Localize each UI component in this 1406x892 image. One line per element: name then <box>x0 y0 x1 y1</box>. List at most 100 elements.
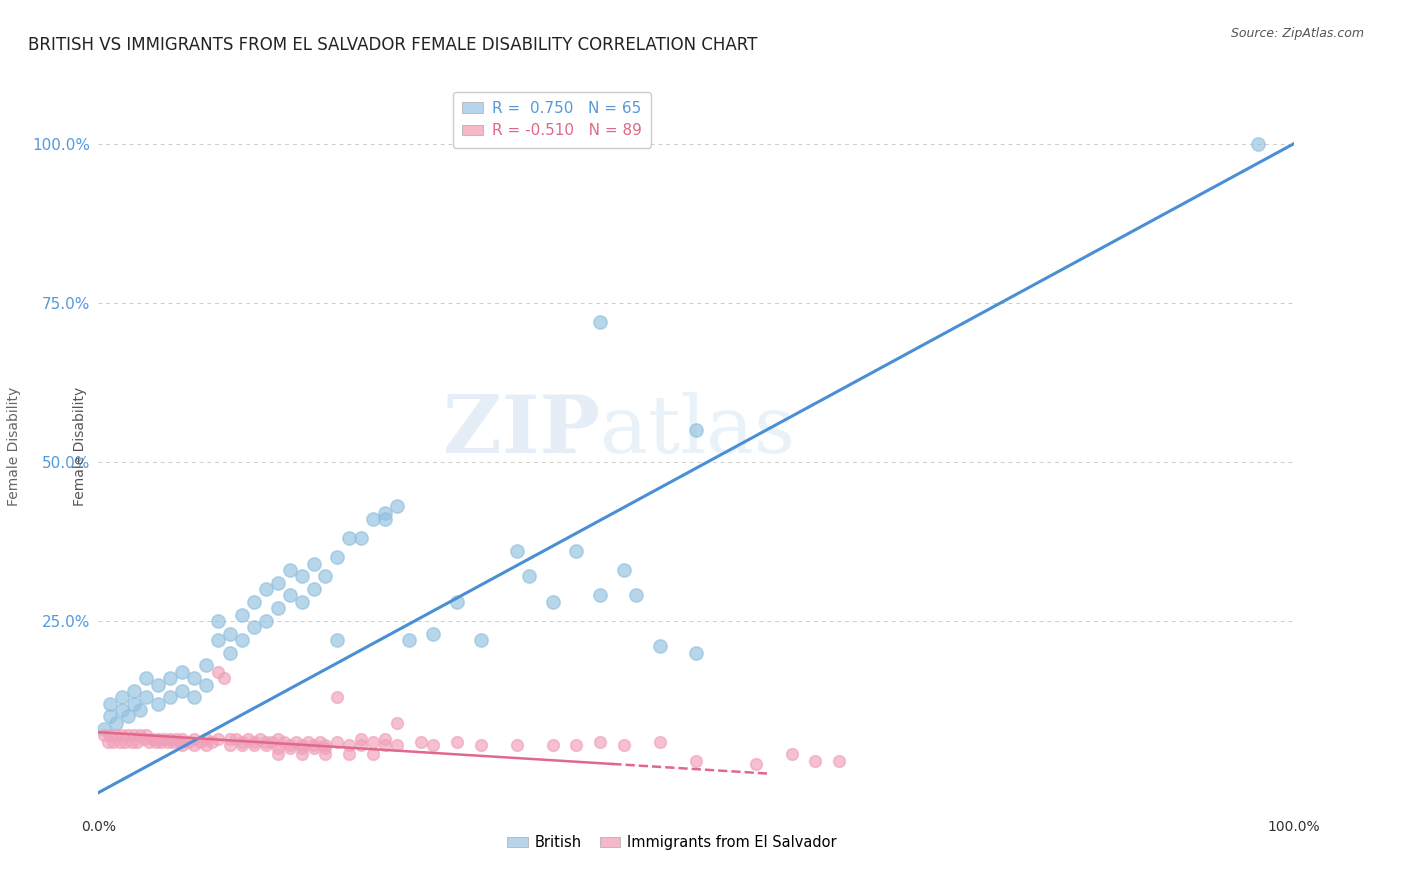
Point <box>685 646 707 660</box>
Point <box>780 747 803 762</box>
Point <box>326 632 349 647</box>
Point <box>207 665 229 679</box>
Point <box>105 715 128 730</box>
Point <box>308 735 330 749</box>
Point <box>93 728 115 742</box>
Point <box>195 658 218 673</box>
Point <box>267 575 290 590</box>
Point <box>207 731 229 746</box>
Point <box>267 731 290 746</box>
Point <box>589 315 612 329</box>
Point <box>302 741 325 756</box>
Point <box>374 512 396 526</box>
Point <box>589 589 612 603</box>
Point <box>124 684 146 698</box>
Point <box>212 671 235 685</box>
Point <box>243 735 266 749</box>
Point <box>291 741 314 756</box>
Point <box>172 665 194 679</box>
Point <box>148 697 170 711</box>
Legend: British, Immigrants from El Salvador: British, Immigrants from El Salvador <box>502 829 842 855</box>
Point <box>231 632 253 647</box>
Point <box>105 728 128 742</box>
Point <box>315 747 337 762</box>
Point <box>183 738 205 752</box>
Point <box>249 731 271 746</box>
Point <box>93 722 115 736</box>
Point <box>135 690 157 705</box>
Point <box>243 738 266 752</box>
Point <box>284 735 307 749</box>
Point <box>422 626 444 640</box>
Point <box>363 735 385 749</box>
Point <box>169 735 191 749</box>
Text: ZIP: ZIP <box>443 392 600 470</box>
Point <box>254 582 277 596</box>
Point <box>517 569 540 583</box>
Point <box>125 735 148 749</box>
Point <box>183 731 205 746</box>
Text: atlas: atlas <box>600 392 796 470</box>
Point <box>254 738 277 752</box>
Point <box>219 731 242 746</box>
Point <box>385 738 409 752</box>
Point <box>149 735 172 749</box>
Point <box>183 690 205 705</box>
Point <box>302 557 325 571</box>
Point <box>165 731 187 746</box>
Point <box>97 735 120 749</box>
Point <box>135 728 157 742</box>
Point <box>291 738 314 752</box>
Point <box>315 569 337 583</box>
Point <box>121 735 143 749</box>
Point <box>153 731 176 746</box>
Point <box>124 728 146 742</box>
Point <box>219 646 242 660</box>
Point <box>254 735 277 749</box>
Point <box>350 731 373 746</box>
Point <box>648 640 672 654</box>
Y-axis label: Female Disability: Female Disability <box>73 386 87 506</box>
Point <box>297 735 319 749</box>
Point <box>745 757 768 772</box>
Point <box>648 735 672 749</box>
Point <box>254 614 277 628</box>
Point <box>98 728 122 742</box>
Point <box>385 500 409 514</box>
Point <box>195 677 218 691</box>
Point <box>385 715 409 730</box>
Text: Source: ZipAtlas.com: Source: ZipAtlas.com <box>1230 27 1364 40</box>
Point <box>363 747 385 762</box>
Point <box>117 709 139 723</box>
Point <box>145 735 167 749</box>
Point <box>326 550 349 565</box>
Point <box>291 569 314 583</box>
Point <box>111 690 134 705</box>
Point <box>108 735 131 749</box>
Point <box>172 738 194 752</box>
Point <box>613 563 636 577</box>
Point <box>129 703 152 717</box>
Point <box>183 671 205 685</box>
Point <box>350 531 373 545</box>
Point <box>267 601 290 615</box>
Point <box>162 735 184 749</box>
Point <box>243 620 266 634</box>
Point <box>267 747 290 762</box>
Point <box>291 747 314 762</box>
Point <box>159 671 181 685</box>
Point <box>541 595 564 609</box>
Point <box>225 731 247 746</box>
Point <box>156 735 179 749</box>
Point <box>446 735 468 749</box>
Point <box>470 632 492 647</box>
Point <box>117 728 139 742</box>
Point <box>111 703 134 717</box>
Point <box>374 738 396 752</box>
Point <box>98 709 122 723</box>
Point <box>132 731 155 746</box>
Point <box>159 690 181 705</box>
Point <box>685 423 707 437</box>
Point <box>804 754 827 768</box>
Point <box>589 735 612 749</box>
